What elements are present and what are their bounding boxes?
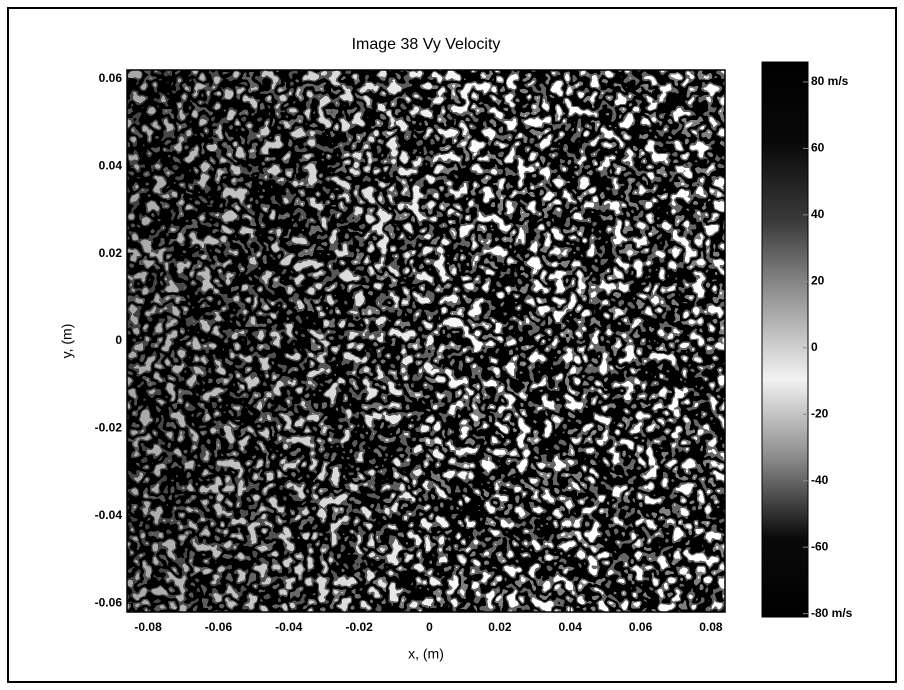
y-tick-label: 0.02 [99,246,123,260]
x-tick-label: 0 [426,620,433,634]
x-tick-label: -0.08 [134,620,162,634]
x-tick-label: -0.02 [345,620,373,634]
velocity-field [126,69,726,613]
colorbar-tick-label: -40 [811,473,829,487]
x-tick-label: -0.06 [205,620,233,634]
colorbar-tick-label: 80 m/s [811,74,849,88]
colorbar-tick-label: 60 [811,141,825,155]
frame [7,7,897,683]
colorbar-tick-label: 0 [811,340,818,354]
y-tick-label: 0.04 [99,158,123,172]
y-tick-label: 0.06 [99,71,123,85]
x-tick-label: 0.02 [488,620,512,634]
y-tick-label: -0.02 [95,421,123,435]
x-tick-label: -0.04 [275,620,303,634]
x-tick-label: 0.08 [699,620,723,634]
y-tick-label: -0.06 [95,595,123,609]
y-tick-label: 0 [115,333,122,347]
y-axis-label: y, (m) [59,324,75,359]
chart-title: Image 38 Vy Velocity [352,36,501,53]
colorbar-tick-label: 40 [811,207,825,221]
x-tick-label: 0.04 [559,620,583,634]
x-tick-label: 0.06 [629,620,653,634]
colorbar [761,61,809,618]
y-tick-label: -0.04 [95,508,123,522]
colorbar-tick-label: -80 m/s [811,606,853,620]
colorbar-tick-label: -20 [811,406,829,420]
colorbar-tick-label: -60 [811,539,829,553]
colorbar-tick-label: 20 [811,274,825,288]
x-axis-label: x, (m) [408,646,444,662]
